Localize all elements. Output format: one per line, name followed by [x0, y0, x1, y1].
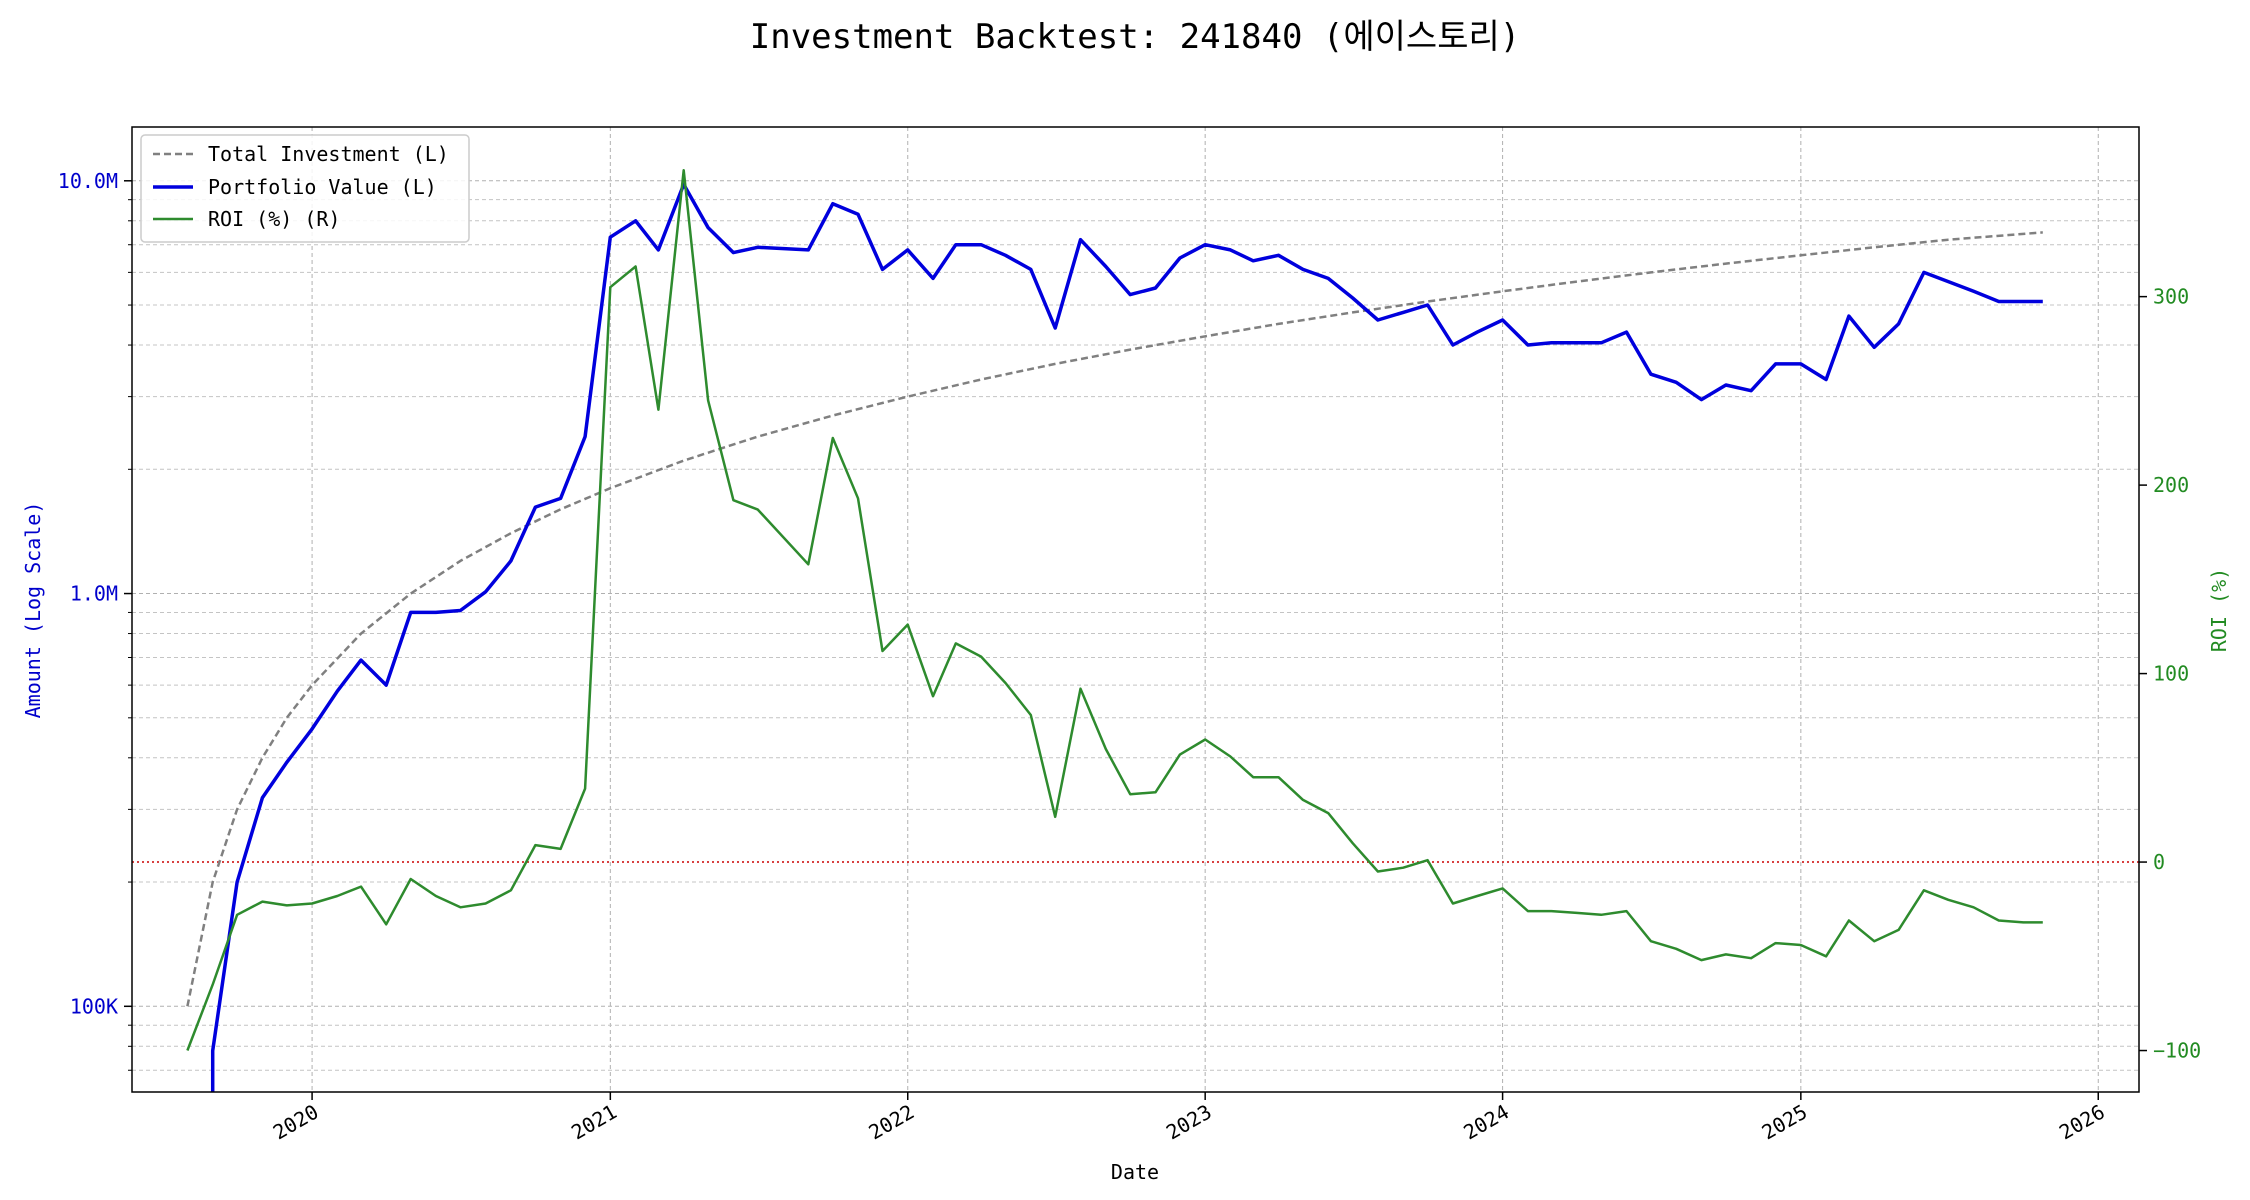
- x-tick-label: 2022: [865, 1100, 919, 1145]
- series-layer: [186, 169, 2043, 1092]
- x-tick-label: 2023: [1162, 1100, 1216, 1145]
- y-right-tick-label: 100: [2153, 662, 2189, 686]
- x-tick-label: 2020: [269, 1100, 323, 1145]
- x-axis-label: Date: [1111, 1160, 1159, 1184]
- roi-line: [186, 169, 2043, 1051]
- y-left-tick-label: 1.0M: [70, 582, 118, 606]
- y-right-tick-label: 0: [2153, 850, 2165, 874]
- x-tick-label: 2021: [567, 1100, 621, 1145]
- y-right-tick-label: 300: [2153, 285, 2189, 309]
- y-axis-right-label: ROI (%): [2207, 568, 2231, 652]
- legend-box: [140, 134, 470, 243]
- y-left-tick-label: 100K: [70, 994, 118, 1018]
- y-right-tick-label: −100: [2153, 1039, 2201, 1063]
- y-axis-left-label: Amount (Log Scale): [21, 502, 45, 719]
- y-right-tick-label: 200: [2153, 473, 2189, 497]
- tick-layer: 2020 2021 2022 2023 2024 2025 2026 100K 1.0M 10.0…: [58, 169, 2201, 1145]
- portfolio-value-line: [210, 182, 2043, 1092]
- x-tick-label: 2026: [2055, 1100, 2109, 1145]
- x-tick-label: 2025: [1758, 1100, 1812, 1145]
- plot-frame: [131, 126, 2140, 1093]
- y-left-tick-label: 10.0M: [58, 169, 118, 193]
- legend-label-roi: ROI (%) (R): [208, 207, 340, 231]
- chart-title: Investment Backtest: 241840 (에이스토리): [750, 17, 1521, 57]
- total-investment-line: [186, 231, 2043, 1007]
- legend-label-total-investment: Total Investment (L): [208, 142, 449, 166]
- grid-layer: [132, 127, 2139, 1092]
- legend: Total Investment (L) Portfolio Value (L)…: [140, 134, 470, 243]
- legend-label-portfolio-value: Portfolio Value (L): [208, 175, 437, 199]
- x-tick-label: 2024: [1459, 1100, 1513, 1145]
